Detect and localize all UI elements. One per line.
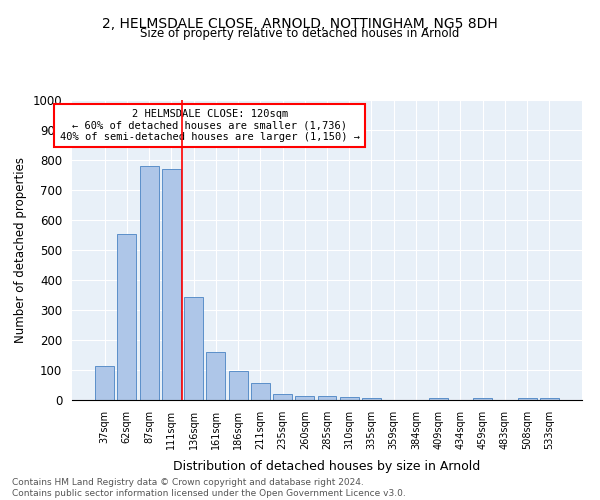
Bar (295, 396, 314, 400)
Bar (184, 296, 203, 400)
Text: 2 HELMSDALE CLOSE: 120sqm
← 60% of detached houses are smaller (1,736)
40% of se: 2 HELMSDALE CLOSE: 120sqm ← 60% of detac… (60, 109, 360, 142)
Text: Size of property relative to detached houses in Arnold: Size of property relative to detached ho… (140, 28, 460, 40)
Bar (317, 396, 337, 400)
Bar (118, 234, 136, 400)
Y-axis label: Number of detached properties: Number of detached properties (14, 157, 27, 343)
Bar (206, 352, 225, 400)
Bar (540, 398, 559, 400)
Bar (362, 398, 381, 400)
Bar (473, 398, 492, 400)
Bar (162, 169, 181, 400)
Bar (273, 394, 292, 400)
Bar (95, 366, 114, 400)
Bar (229, 371, 248, 400)
Text: Contains HM Land Registry data © Crown copyright and database right 2024.
Contai: Contains HM Land Registry data © Crown c… (12, 478, 406, 498)
Bar (518, 398, 536, 400)
Bar (251, 383, 270, 400)
X-axis label: Distribution of detached houses by size in Arnold: Distribution of detached houses by size … (173, 460, 481, 473)
Bar (140, 166, 158, 400)
Bar (429, 398, 448, 400)
Bar (340, 396, 359, 400)
Text: 2, HELMSDALE CLOSE, ARNOLD, NOTTINGHAM, NG5 8DH: 2, HELMSDALE CLOSE, ARNOLD, NOTTINGHAM, … (102, 18, 498, 32)
